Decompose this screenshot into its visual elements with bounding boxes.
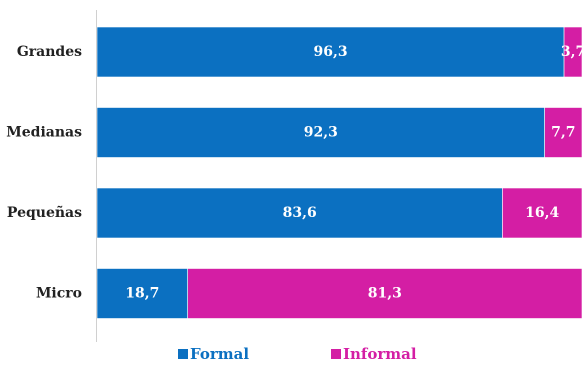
- legend-label-formal: Formal: [190, 345, 249, 363]
- bar-formal-medianas: [96, 107, 545, 158]
- value-label-informal-medianas: 7,7: [551, 125, 575, 141]
- legend-swatch-informal: [331, 349, 341, 359]
- category-label-medianas: Medianas: [6, 125, 82, 141]
- bar-formal-micro: [96, 268, 188, 319]
- value-label-formal-pequenas: 83,6: [283, 205, 317, 221]
- value-label-formal-grandes: 96,3: [313, 44, 347, 60]
- bar-formal-pequenas: [96, 187, 503, 239]
- bar-informal-micro: [187, 268, 582, 319]
- legend: Formal Informal: [178, 345, 417, 363]
- value-label-informal-micro: 81,3: [368, 286, 402, 302]
- legend-swatch-formal: [178, 349, 188, 359]
- category-label-grandes: Grandes: [17, 44, 82, 60]
- labels-layer: Grandes 96,3 3,7 Medianas 92,3 7,7 Pequeñas 83,…: [6, 44, 582, 302]
- value-label-formal-medianas: 92,3: [304, 125, 338, 141]
- bars-layer: [96, 26, 582, 319]
- value-label-informal-pequenas: 16,4: [525, 205, 559, 221]
- value-label-informal-grandes: 3,7: [561, 44, 582, 60]
- value-label-formal-micro: 18,7: [125, 286, 159, 302]
- legend-label-informal: Informal: [343, 345, 417, 363]
- category-label-micro: Micro: [36, 286, 82, 302]
- bar-formal-grandes: [96, 26, 565, 78]
- bar-informal-pequenas: [502, 187, 582, 239]
- category-label-pequenas: Pequeñas: [7, 204, 82, 221]
- bar-informal-medianas: [544, 107, 582, 158]
